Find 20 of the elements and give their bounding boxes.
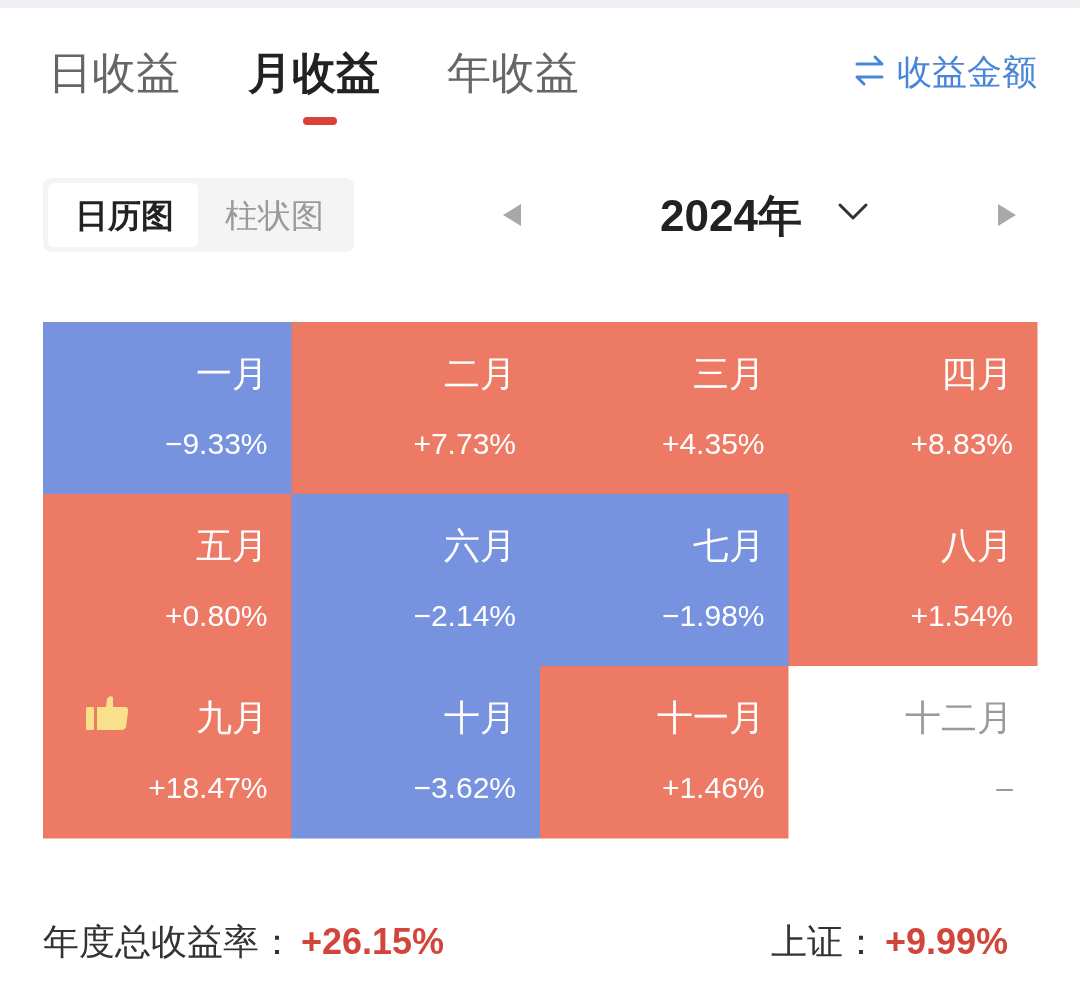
title: 月收益: [248, 48, 380, 97]
text: 收益金额: [897, 52, 1037, 91]
data-label: 五月 +0.80%: [164, 525, 268, 632]
text: 日收益: [48, 48, 180, 97]
text: 柱状图: [224, 197, 324, 234]
data-label: 九月 +18.47%: [148, 697, 268, 804]
data-label: 三月 +4.35%: [661, 353, 765, 460]
data-label: 二月 +7.73%: [413, 353, 516, 460]
data-label: 七月 −1.98%: [661, 525, 765, 632]
subtitle: 2024年: [660, 191, 802, 240]
text: 年收益: [447, 48, 579, 97]
data-label: 十一月 +1.46%: [656, 697, 765, 804]
text: 上证：+9.99%: [770, 921, 1008, 962]
text: 日历图: [74, 197, 174, 234]
data-label: 一月 −9.33%: [164, 353, 268, 460]
data-label: 八月 +1.54%: [910, 525, 1013, 632]
data-label: 四月 +8.83%: [910, 353, 1013, 460]
data-label: 六月 −2.14%: [413, 525, 516, 632]
data-label: 十月 −3.62%: [413, 697, 516, 804]
text: 年度总收益率：+26.15%: [43, 921, 445, 962]
